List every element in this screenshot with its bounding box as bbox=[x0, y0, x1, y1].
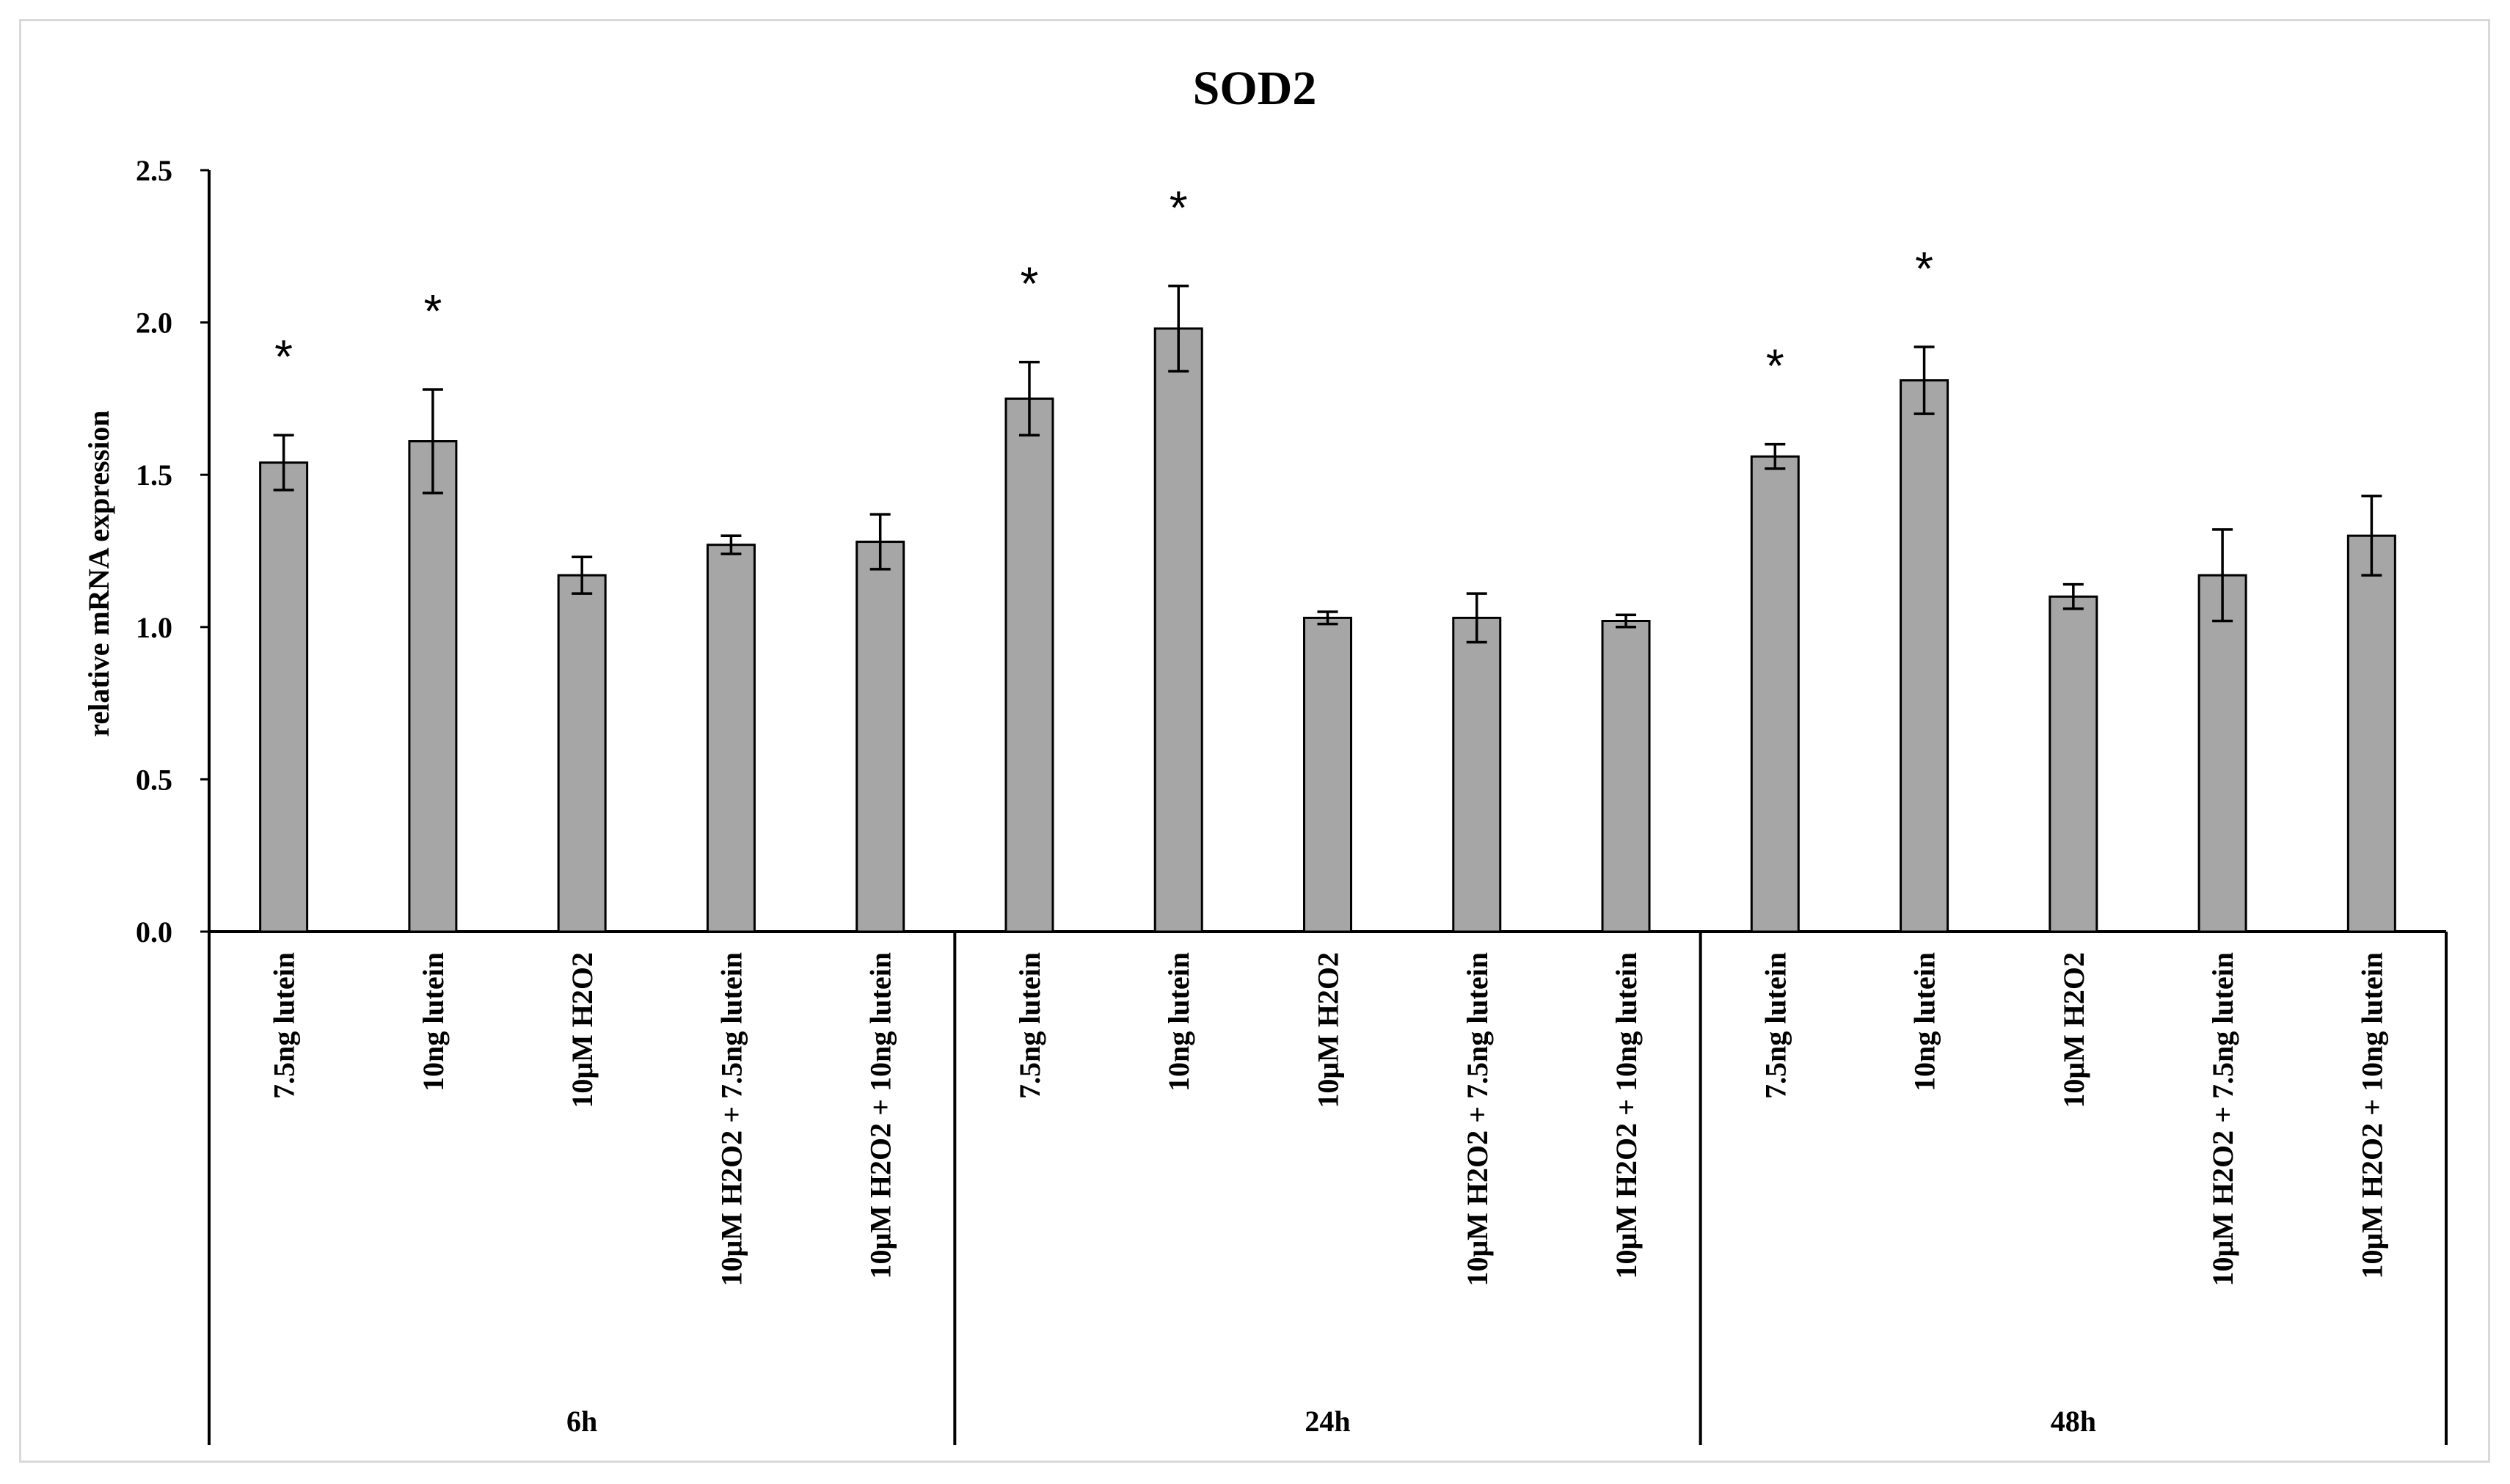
category-label: 7.5ng lutein bbox=[1759, 952, 1792, 1099]
significance-marker: * bbox=[1915, 242, 1933, 295]
bar bbox=[1900, 379, 1949, 933]
significance-marker: * bbox=[274, 330, 293, 383]
bar bbox=[706, 544, 756, 933]
category-label: 7.5ng lutein bbox=[268, 952, 301, 1099]
category-label: 7.5ng lutein bbox=[1013, 952, 1046, 1099]
category-label: 10μM H2O2 + 10ng lutein bbox=[1610, 952, 1643, 1279]
category-label: 10μM H2O2 + 7.5ng lutein bbox=[715, 952, 748, 1287]
group-label: 24h bbox=[1305, 1405, 1350, 1438]
bar bbox=[1153, 327, 1203, 933]
y-tick-label: 2.5 bbox=[136, 154, 172, 187]
bar bbox=[1452, 616, 1502, 933]
bar bbox=[2346, 534, 2396, 933]
category-label: 10ng lutein bbox=[1162, 952, 1195, 1092]
category-label: 10μM H2O2 bbox=[2057, 952, 2090, 1108]
significance-marker: * bbox=[423, 285, 442, 337]
significance-marker: * bbox=[1021, 257, 1039, 310]
bar bbox=[408, 440, 458, 933]
bar bbox=[259, 461, 309, 933]
y-tick-label: 0.5 bbox=[136, 763, 172, 796]
y-tick-label: 1.0 bbox=[136, 611, 172, 644]
y-tick-label: 2.0 bbox=[136, 307, 172, 340]
category-label: 10μM H2O2 + 10ng lutein bbox=[864, 952, 897, 1279]
bar bbox=[2197, 574, 2247, 933]
category-label: 10μM H2O2 + 7.5ng lutein bbox=[1461, 952, 1494, 1287]
y-axis-label: relative mRNA expression bbox=[82, 410, 115, 736]
bar bbox=[2049, 595, 2098, 933]
group-label: 6h bbox=[566, 1405, 597, 1438]
category-label: 10μM H2O2 + 10ng lutein bbox=[2355, 952, 2388, 1279]
group-label: 48h bbox=[2051, 1405, 2096, 1438]
bar bbox=[1004, 397, 1054, 933]
category-label: 10ng lutein bbox=[1908, 952, 1941, 1092]
plot-area: 0.0 0.5 1.0 1.5 2.0 2.5 6h * 7.5ng lutein * 10ng l… bbox=[136, 154, 2448, 1445]
y-tick-label: 0.0 bbox=[136, 915, 172, 948]
significance-marker: * bbox=[1766, 340, 1784, 392]
category-label: 10μM H2O2 + 7.5ng lutein bbox=[2206, 952, 2239, 1287]
chart-title: SOD2 bbox=[1193, 62, 1317, 115]
category-label: 10μM H2O2 bbox=[566, 952, 599, 1108]
bar bbox=[1750, 455, 1800, 933]
category-label: 10ng lutein bbox=[417, 952, 450, 1092]
bar bbox=[1601, 619, 1651, 933]
bar bbox=[557, 574, 607, 933]
bar bbox=[855, 541, 905, 933]
y-tick-label: 1.5 bbox=[136, 458, 172, 491]
category-label: 10μM H2O2 bbox=[1312, 952, 1345, 1108]
significance-marker: * bbox=[1170, 181, 1188, 234]
bar bbox=[1303, 616, 1352, 933]
